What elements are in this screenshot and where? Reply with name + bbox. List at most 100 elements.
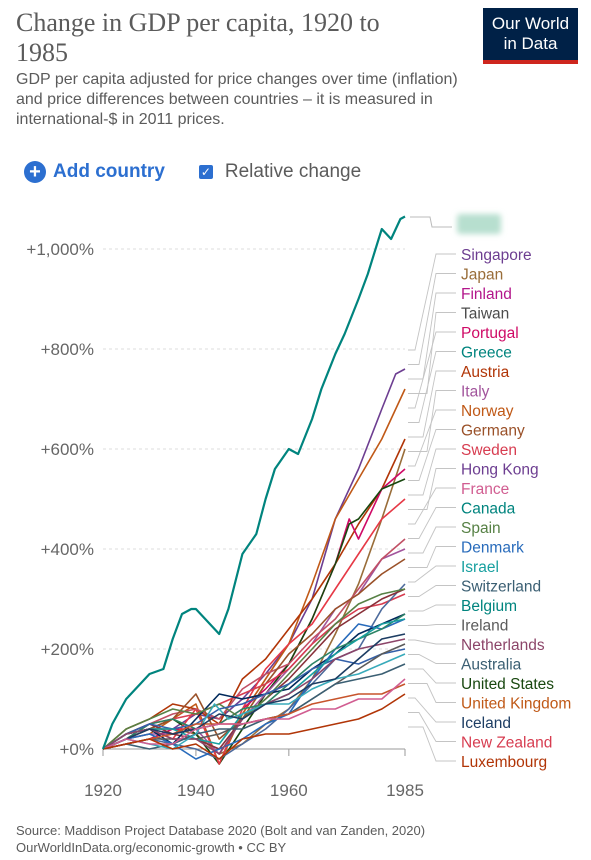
legend-connector — [408, 585, 456, 597]
legend-label: New Zealand — [461, 735, 552, 752]
legend-connector — [408, 370, 456, 438]
legend-connector — [408, 639, 456, 645]
legend-connector — [408, 312, 456, 394]
x-tick-label: 1960 — [270, 781, 308, 800]
footer-url[interactable]: OurWorldInData.org/economic-growth • CC … — [16, 840, 287, 855]
y-tick-label: +0% — [60, 740, 95, 759]
chart-subtitle: GDP per capita adjusted for price change… — [16, 71, 458, 128]
series-line — [102, 663, 406, 750]
series-line — [102, 388, 406, 765]
legend-label: Spain — [461, 520, 501, 537]
legend-connector — [408, 351, 456, 423]
chart-title: Change in GDP per capita, 1920 to 1985 — [16, 8, 380, 67]
legend-connector — [408, 565, 456, 583]
legend-connector — [408, 448, 456, 496]
y-axis-labels: +0% +200% +400% +600% +800% +1,000% — [26, 240, 94, 759]
legend-label: Israel — [461, 559, 499, 576]
line-chart: +0%+200%+400%+600%+800%+1,000% 1920 1940 1… — [26, 214, 571, 800]
legend-connector — [408, 726, 456, 762]
checkbox-checked-icon[interactable]: ✓ — [198, 165, 213, 179]
legend-label: Canada — [461, 501, 516, 518]
add-country-button[interactable]: + Add country — [24, 161, 165, 183]
series-line — [101, 215, 406, 750]
legend-label: Greece — [461, 345, 512, 362]
y-tick-label: +200% — [41, 640, 94, 659]
legend-connector — [408, 468, 456, 510]
relative-change-label: Relative change — [224, 161, 362, 182]
legend-connector — [408, 292, 456, 380]
legend-connector — [408, 604, 456, 612]
chart-grid — [103, 248, 405, 750]
chart-legend: Singapore Japan Finland Taiwan Portugal Greec… — [457, 214, 571, 771]
legend-connector — [408, 712, 456, 742]
legend-label: Germany — [461, 423, 525, 440]
legend-connectors — [408, 216, 456, 762]
y-tick-label: +400% — [41, 540, 94, 559]
legend-label: Portugal — [461, 325, 519, 342]
y-tick-label: +600% — [41, 440, 94, 459]
legend-label: Australia — [461, 657, 522, 674]
legend-label: Hong Kong — [461, 462, 539, 479]
y-tick-label: +1,000% — [26, 240, 94, 259]
series-line — [102, 678, 406, 750]
blurred-label — [457, 214, 501, 234]
legend-connector — [408, 683, 456, 703]
source-text: Source: Maddison Project Database 2020 (… — [16, 823, 426, 838]
x-axis: 1920 1940 1960 1985 — [84, 749, 424, 800]
legend-label: Italy — [461, 384, 490, 401]
legend-connector — [408, 487, 456, 525]
chart-lines — [101, 215, 406, 765]
legend-connector — [408, 526, 456, 554]
legend-label: Taiwan — [461, 306, 509, 323]
legend-connector — [408, 654, 456, 664]
x-tick-label: 1940 — [177, 781, 215, 800]
legend-label: Singapore — [461, 247, 532, 264]
series-line — [102, 653, 406, 750]
legend-connector — [408, 546, 456, 568]
legend-connector — [408, 624, 456, 626]
series-line — [102, 583, 406, 760]
legend-label: United States — [461, 676, 554, 693]
add-country-label: Add country — [53, 161, 165, 182]
series-line — [102, 633, 406, 750]
legend-label: Switzerland — [461, 579, 541, 596]
legend-label: Austria — [461, 364, 510, 381]
chart-controls: + Add country ✓ Relative change — [24, 158, 361, 186]
series-line — [102, 558, 406, 750]
series-line — [102, 593, 406, 750]
logo-line-2: in Data — [503, 34, 558, 53]
legend-label: Sweden — [461, 442, 517, 459]
legend-connector — [408, 273, 456, 365]
legend-label: Norway — [461, 403, 514, 420]
legend-connector — [408, 253, 456, 351]
legend-label: United Kingdom — [461, 696, 571, 713]
plus-circle-icon: + — [24, 161, 46, 183]
footer: Source: Maddison Project Database 2020 (… — [16, 822, 425, 856]
series-line — [102, 368, 406, 750]
y-tick-label: +800% — [41, 340, 94, 359]
legend-label: Iceland — [461, 715, 511, 732]
legend-connector — [408, 507, 456, 539]
series-line — [102, 618, 406, 760]
legend-connector — [408, 409, 456, 467]
legend-label: Denmark — [461, 540, 524, 557]
legend-label: Finland — [461, 286, 512, 303]
legend-label: Netherlands — [461, 637, 545, 654]
series-line — [102, 468, 406, 750]
legend-connector — [408, 429, 456, 481]
legend-label: Japan — [461, 267, 503, 284]
relative-change-toggle[interactable]: ✓ Relative change — [198, 161, 362, 183]
series-line — [102, 538, 406, 750]
legend-label: France — [461, 481, 509, 498]
legend-connector — [408, 331, 456, 409]
logo-line-1: Our World — [491, 14, 570, 33]
legend-label: Ireland — [461, 618, 508, 635]
legend-connector — [410, 216, 452, 228]
legend-connector — [408, 668, 456, 684]
series-line — [102, 693, 406, 760]
x-tick-label: 1985 — [386, 781, 424, 800]
owid-logo[interactable]: Our World in Data — [483, 8, 578, 64]
legend-label: Luxembourg — [461, 754, 547, 771]
legend-label: Belgium — [461, 598, 517, 615]
x-tick-label: 1920 — [84, 781, 122, 800]
